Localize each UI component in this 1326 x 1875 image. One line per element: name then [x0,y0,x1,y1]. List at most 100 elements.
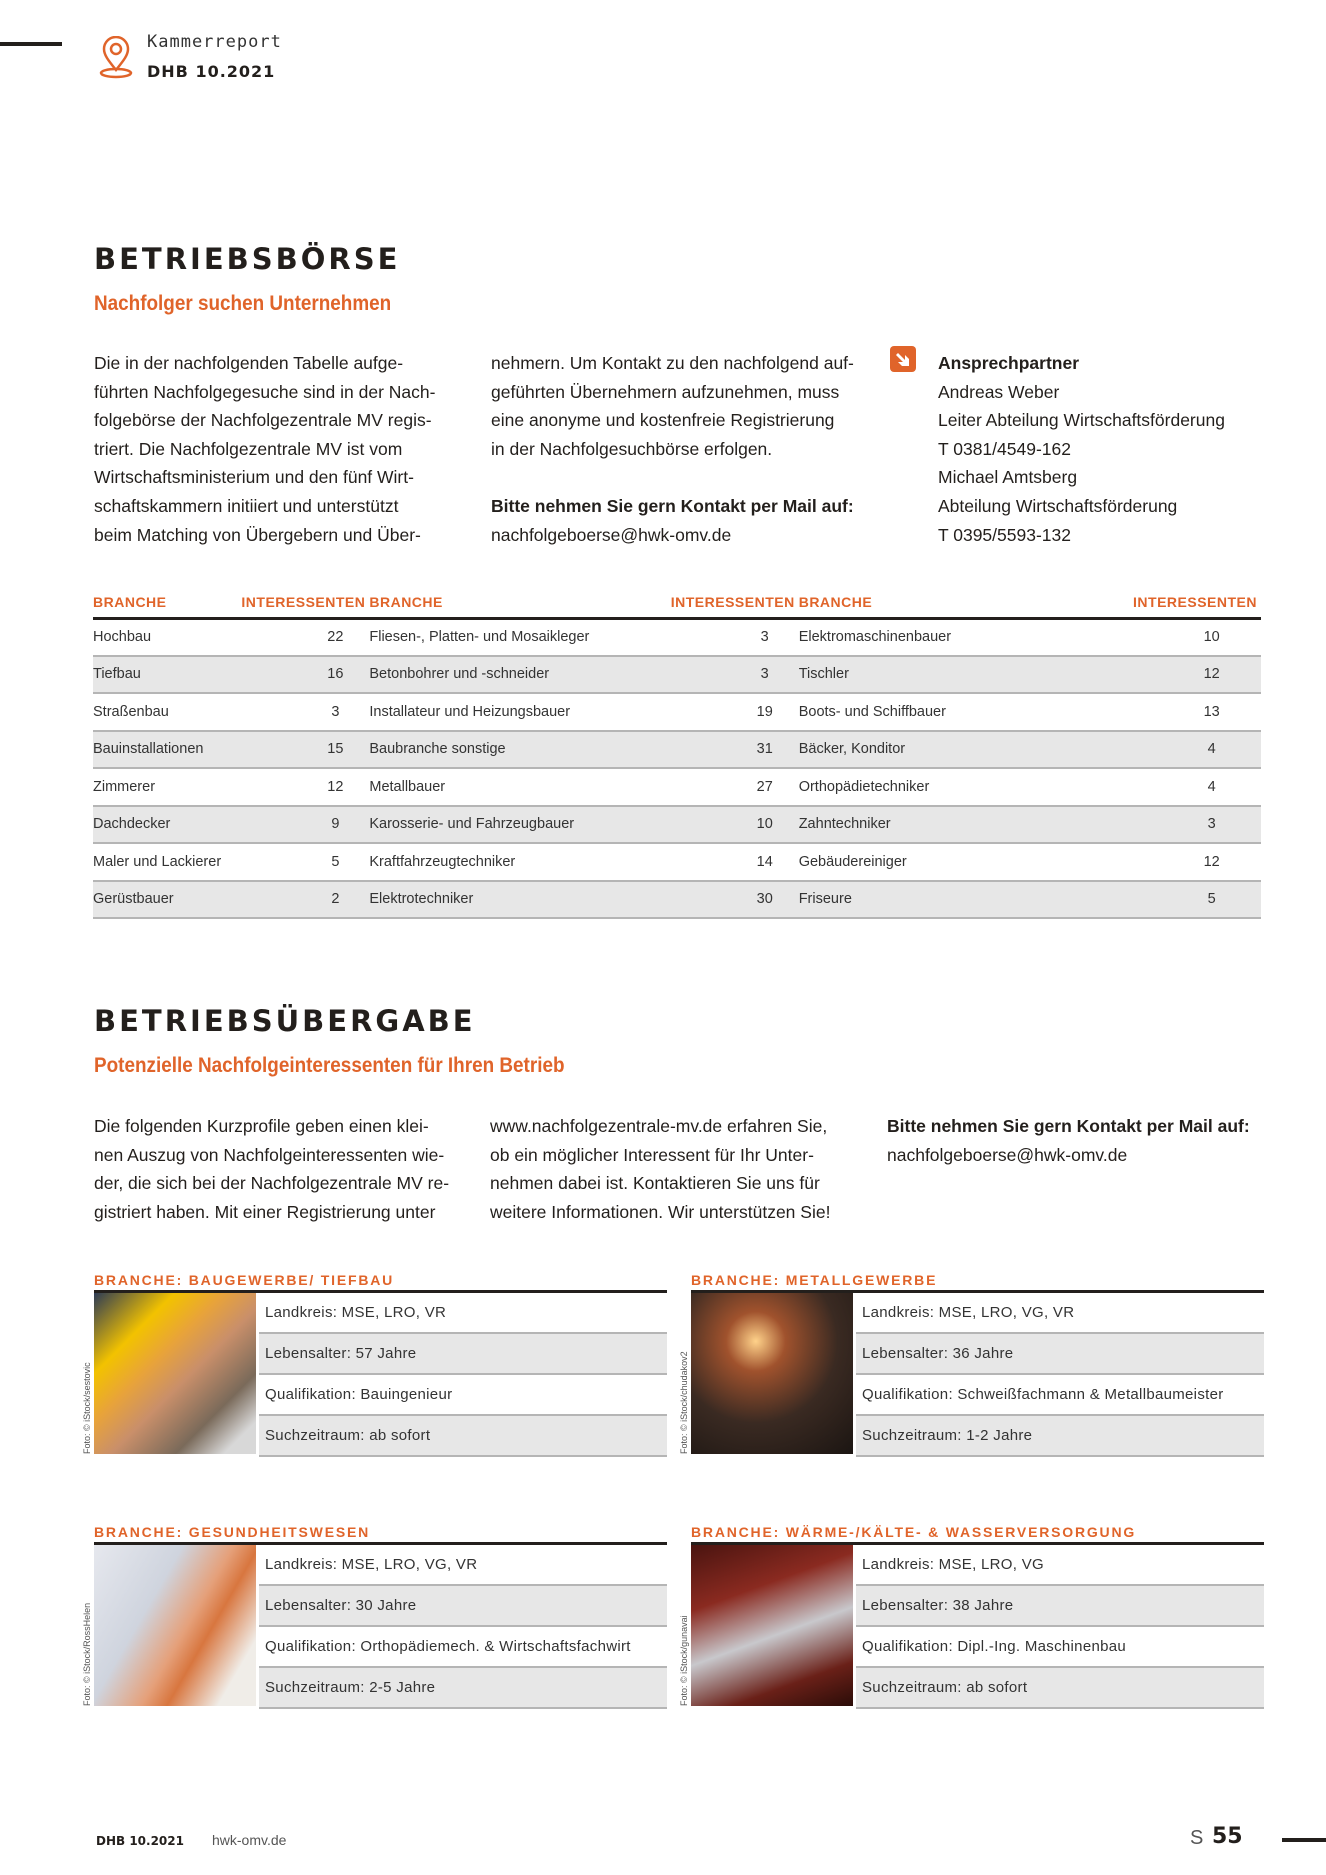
branche-cell: Elektrotechniker [369,880,671,919]
section-subtitle: Nachfolger suchen Unternehmen [94,292,392,315]
location-pin-icon [99,36,133,79]
branche-cell: Zahntechniker [798,805,1103,844]
profile-card: BRANCHE: GESUNDHEITSWESEN Landkreis: MSE… [82,1524,667,1709]
text-line: triert. Die Nachfolgezentrale MV ist vom [94,438,403,459]
text-line: weitere Informationen. Wir unterstützen … [490,1201,831,1222]
profile-detail: Suchzeitraum: ab sofort [259,1416,667,1457]
profile-detail: Qualifikation: Orthopädiemech. & Wirtsch… [259,1627,667,1668]
profile-detail: Qualifikation: Dipl.-Ing. Maschinenbau [856,1627,1264,1668]
profile-detail: Qualifikation: Bauingenieur [259,1375,667,1416]
contact-prompt-2: Bitte nehmen Sie gern Kontakt per Mail a… [887,1116,1250,1136]
count-cell: 3 [670,655,799,694]
profile-photo [94,1545,256,1706]
branche-cell: Boots- und Schiffbauer [798,693,1103,732]
contact-block: Ansprechpartner Andreas Weber Leiter Abte… [938,349,1278,549]
profile-detail: Landkreis: MSE, LRO, VG [856,1545,1264,1586]
count-cell: 9 [241,805,370,844]
branche-cell: Tischler [798,655,1103,694]
text-line: beim Matching von Übergebern und Über- [94,524,421,545]
profile-photo [94,1293,256,1454]
table-row: Dachdecker 9 Karosserie- und Fahrzeugbauer… [93,805,1261,844]
count-cell: 13 [1102,693,1261,732]
column-header: BRANCHE [93,588,242,620]
intro2-column-1: Die folgenden Kurzprofile geben einen kl… [94,1112,484,1226]
profile-photo [691,1293,853,1454]
count-cell: 10 [1102,618,1261,657]
count-cell: 12 [241,768,370,807]
footer-issue: DHB 10.2021 [96,1834,184,1848]
count-cell: 4 [1102,768,1261,807]
branche-cell: Baubranche sonstige [369,730,671,769]
arrow-box-icon [890,346,916,372]
count-cell: 16 [241,655,370,694]
count-cell: 5 [1102,880,1261,919]
branche-cell: Tiefbau [93,655,242,694]
text-line: Die in der nachfolgenden Tabelle aufge- [94,353,404,373]
section-title: BETRIEBSBÖRSE [94,242,401,276]
text-line: eine anonyme und kostenfreie Registrieru… [491,410,835,431]
page-number: 55 [1212,1824,1243,1849]
footer-site[interactable]: hwk-omv.de [212,1832,287,1848]
branche-cell: Hochbau [93,618,242,657]
branche-cell: Elektromaschinenbauer [798,618,1103,657]
decorative-rule [0,42,62,46]
text-line: Die folgenden Kurzprofile geben einen kl… [94,1116,429,1136]
profile-detail: Suchzeitraum: 1-2 Jahre [856,1416,1264,1457]
issue-label: DHB 10.2021 [147,62,276,81]
profile-branche: BRANCHE: BAUGEWERBE/ TIEFBAU [94,1272,395,1288]
text-line: www.nachfolgezentrale-mv.de erfahren Sie… [490,1116,828,1136]
branche-cell: Friseure [798,880,1103,919]
count-cell: 12 [1102,843,1261,882]
text-line: Abteilung Wirtschaftsförderung [938,495,1178,516]
column-header: BRANCHE [369,588,671,620]
table-row: Zimmerer 12 Metallbauer 27 Orthopädietechnik… [93,768,1261,807]
branche-cell: Karosserie- und Fahrzeugbauer [369,805,671,844]
profile-detail: Qualifikation: Schweißfachmann & Metallb… [856,1375,1264,1416]
branche-cell: Metallbauer [369,768,671,807]
section-subtitle-2: Potenzielle Nachfolgeinteressenten für I… [94,1054,565,1077]
profile-branche: BRANCHE: WÄRME-/KÄLTE- & WASSERVERSORGUN… [691,1524,1137,1540]
email-link-2[interactable]: nachfolgeboerse@hwk-omv.de [887,1144,1128,1165]
branche-cell: Dachdecker [93,805,242,844]
text-line: in der Nachfolgesuchbörse erfolgen. [491,438,773,459]
text-line: nen Auszug von Nachfolgeinteressenten wi… [94,1144,445,1165]
text-line: schaftskammern initiiert und unterstützt [94,495,399,516]
count-cell: 12 [1102,655,1261,694]
profile-card: BRANCHE: WÄRME-/KÄLTE- & WASSERVERSORGUN… [679,1524,1264,1709]
intro-column-1: Die in der nachfolgenden Tabelle aufge-f… [94,349,474,549]
photo-credit: Foto: © iStock/gunavai [679,1615,689,1706]
column-header: INTERESSENTEN [1102,588,1261,620]
profile-detail: Lebensalter: 57 Jahre [259,1334,667,1375]
count-cell: 27 [670,768,799,807]
branche-cell: Maler und Lackierer [93,843,242,882]
count-cell: 10 [670,805,799,844]
profile-detail: Lebensalter: 36 Jahre [856,1334,1264,1375]
contact-prompt: Bitte nehmen Sie gern Kontakt per Mail a… [491,495,854,516]
profile-photo [691,1545,853,1706]
count-cell: 2 [241,880,370,919]
count-cell: 22 [241,618,370,657]
branche-cell: Betonbohrer und -schneider [369,655,671,694]
count-cell: 31 [670,730,799,769]
table-row: Straßenbau 3 Installateur und Heizungsbaue… [93,693,1261,732]
profile-card: BRANCHE: BAUGEWERBE/ TIEFBAU Landkreis: … [82,1272,667,1457]
text-line: Leiter Abteilung Wirtschaftsförderung [938,410,1225,431]
branche-cell: Gerüstbauer [93,880,242,919]
text-line: führten Nachfolgegesuche sind in der Nac… [94,381,436,402]
branche-cell: Gebäudereiniger [798,843,1103,882]
count-cell: 30 [670,880,799,919]
profile-detail: Suchzeitraum: 2-5 Jahre [259,1668,667,1709]
branche-cell: Installateur und Heizungsbauer [369,693,671,732]
count-cell: 14 [670,843,799,882]
branche-cell: Kraftfahrzeugtechniker [369,843,671,882]
profile-detail: Landkreis: MSE, LRO, VG, VR [259,1545,667,1586]
count-cell: 3 [241,693,370,732]
branche-cell: Bäcker, Konditor [798,730,1103,769]
photo-credit: Foto: © iStock/chudakov2 [679,1351,689,1454]
text-line: gistriert haben. Mit einer Registrierung… [94,1201,436,1222]
email-link[interactable]: nachfolgeboerse@hwk-omv.de [491,524,732,545]
text-line: der, die sich bei der Nachfolgezentrale … [94,1173,450,1194]
branche-cell: Orthopädietechniker [798,768,1103,807]
column-header: INTERESSENTEN [670,588,799,620]
table-row: Bauinstallationen 15 Baubranche sonstige 31… [93,730,1261,769]
